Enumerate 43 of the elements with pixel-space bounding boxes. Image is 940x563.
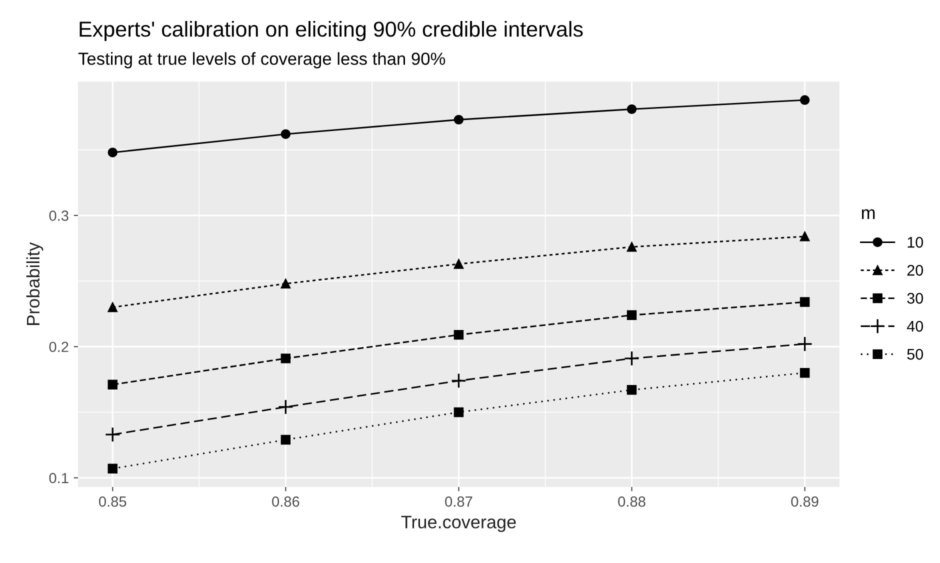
y-tick-label: 0.2 [49,342,68,352]
y-tick-label: 0.3 [49,210,68,221]
point [108,148,118,158]
y-axis-title: Probability [26,242,44,325]
x-tick-label: 0.87 [445,496,472,507]
point [797,336,813,352]
point [454,407,464,418]
point [450,372,466,389]
point [626,242,637,252]
point [454,114,464,125]
point [108,464,118,474]
point [626,104,637,114]
chart-subtitle: Testing at true levels of coverage less than 90% [78,52,446,68]
point [278,399,294,415]
point [624,350,640,366]
legend-title: m [862,209,875,220]
point [108,302,118,312]
chart-title: Experts' calibration on eliciting 90% credible intervals [80,20,583,42]
point [280,278,291,289]
point [280,129,291,139]
point [280,354,291,364]
y-tick-label: 0.1 [49,472,68,484]
x-tick-label: 0.88 [618,496,646,507]
legend-label: 10 [908,236,924,248]
point [800,368,810,378]
point [800,232,810,242]
point [108,380,118,390]
legend-label: 20 [907,264,924,276]
legend-label: 30 [907,292,924,304]
point [800,297,810,307]
x-axis-title: True.coverage [401,516,516,532]
point [454,259,464,269]
x-tick-label: 0.85 [99,496,126,507]
point [626,385,637,395]
point [104,426,120,442]
legend-label: 50 [907,348,924,360]
x-tick-label: 0.86 [272,496,300,507]
point [280,434,291,445]
legend-label: 40 [906,320,924,332]
point [454,330,464,340]
x-tick-label: 0.89 [791,496,818,507]
point [626,310,637,320]
point [800,95,810,105]
